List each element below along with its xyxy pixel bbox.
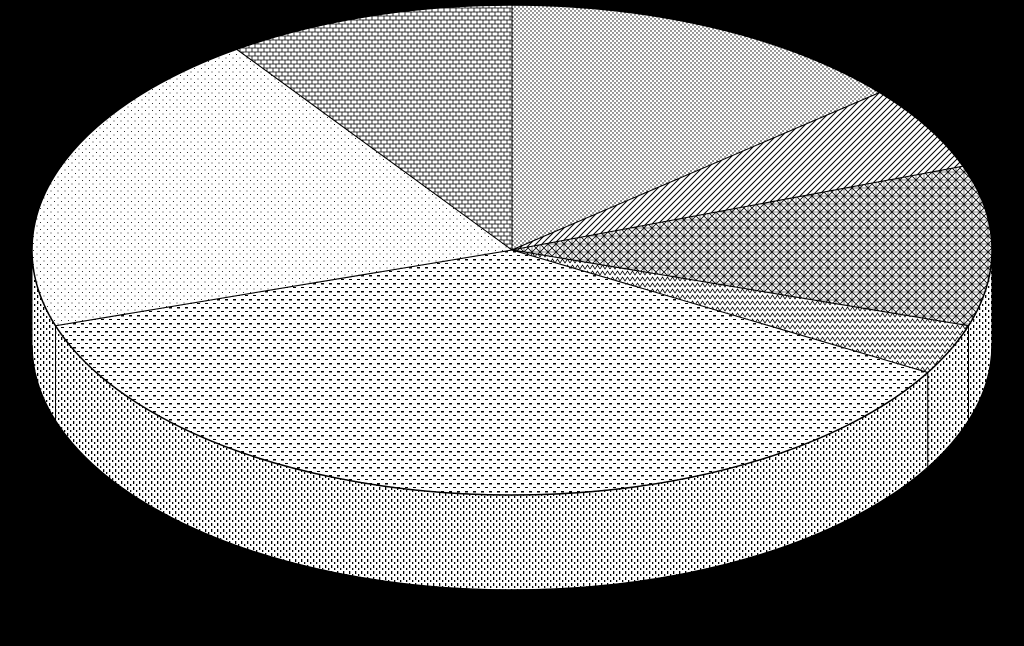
pie-chart-3d <box>0 0 1024 646</box>
